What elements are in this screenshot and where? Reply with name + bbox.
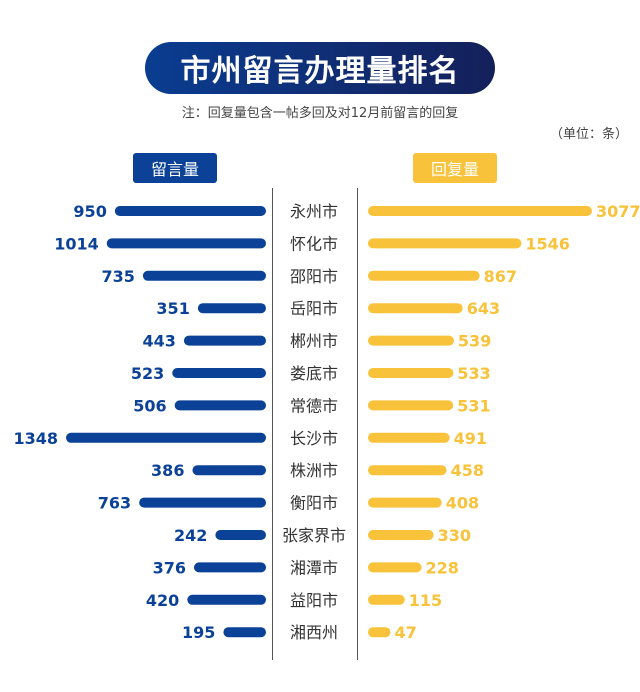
right-bar <box>368 368 454 378</box>
right-value-label: 408 <box>446 494 479 513</box>
category-label: 邵阳市 <box>290 267 338 286</box>
left-value-label: 443 <box>142 332 175 351</box>
left-bar <box>215 530 266 540</box>
left-bar <box>174 400 266 411</box>
right-bar <box>368 400 454 411</box>
left-value-label: 763 <box>98 494 131 513</box>
right-value-label: 228 <box>426 558 459 577</box>
category-label: 张家界市 <box>282 526 346 545</box>
left-value-label: 523 <box>131 364 164 383</box>
left-bar <box>183 335 266 346</box>
right-value-label: 531 <box>457 396 490 415</box>
divider-left <box>272 188 273 660</box>
left-value-label: 351 <box>156 299 189 318</box>
right-bar <box>368 432 450 443</box>
category-label: 长沙市 <box>290 429 338 448</box>
right-value-label: 3077 <box>596 202 640 221</box>
right-bar <box>368 465 447 476</box>
right-value-label: 1546 <box>525 234 570 253</box>
right-value-label: 533 <box>457 364 490 383</box>
category-label: 常德市 <box>290 396 338 415</box>
divider-right <box>357 188 358 660</box>
chart-note: 注：回复量包含一帖多回及对12月前留言的回复 <box>181 106 459 121</box>
left-value-label: 376 <box>153 558 186 577</box>
right-value-label: 539 <box>458 332 491 351</box>
category-label: 湘潭市 <box>290 558 338 577</box>
left-value-label: 1014 <box>54 234 99 253</box>
category-label: 湘西州 <box>290 623 338 642</box>
right-value-label: 643 <box>467 299 500 318</box>
right-bar <box>368 303 463 314</box>
left-bar <box>223 627 266 638</box>
category-label: 株洲市 <box>290 461 338 480</box>
category-label: 益阳市 <box>290 591 338 610</box>
left-bar <box>66 432 266 443</box>
right-value-label: 867 <box>484 267 517 286</box>
left-value-label: 420 <box>146 591 179 610</box>
left-bar <box>172 368 266 378</box>
right-bar <box>368 562 422 573</box>
right-value-label: 115 <box>409 591 442 610</box>
left-value-label: 506 <box>133 396 166 415</box>
unit-label: （单位：条） <box>549 127 628 142</box>
legend-right-series: 回复量 <box>413 153 497 183</box>
left-bar <box>187 594 266 605</box>
right-value-label: 491 <box>454 429 487 448</box>
right-value-label: 47 <box>394 623 416 642</box>
right-bar <box>368 335 454 346</box>
left-value-label: 386 <box>151 461 184 480</box>
right-bar <box>368 206 592 216</box>
right-bar <box>368 594 405 605</box>
left-bar <box>197 303 266 314</box>
left-bar <box>114 206 266 216</box>
left-value-label: 1348 <box>13 429 58 448</box>
category-label: 怀化市 <box>290 234 338 253</box>
left-bar <box>142 270 266 281</box>
category-label: 郴州市 <box>290 332 338 351</box>
right-bar <box>368 497 442 508</box>
category-label: 娄底市 <box>290 364 338 383</box>
category-label: 衡阳市 <box>290 494 338 513</box>
left-bar <box>193 562 266 573</box>
right-bar <box>368 530 434 540</box>
right-value-label: 458 <box>451 461 484 480</box>
left-value-label: 950 <box>73 202 106 221</box>
category-label: 永州市 <box>290 202 338 221</box>
right-bar <box>368 238 522 249</box>
right-bar <box>368 270 480 281</box>
right-bar <box>368 627 391 638</box>
left-value-label: 735 <box>101 267 134 286</box>
left-bar <box>192 465 266 476</box>
left-value-label: 242 <box>174 526 207 545</box>
legend-left-series: 留言量 <box>133 153 217 183</box>
left-bar <box>106 238 266 249</box>
left-value-label: 195 <box>182 623 215 642</box>
left-bar <box>139 497 266 508</box>
category-label: 岳阳市 <box>290 299 338 318</box>
chart-title: 市州留言办理量排名 <box>145 42 495 94</box>
right-value-label: 330 <box>438 526 471 545</box>
